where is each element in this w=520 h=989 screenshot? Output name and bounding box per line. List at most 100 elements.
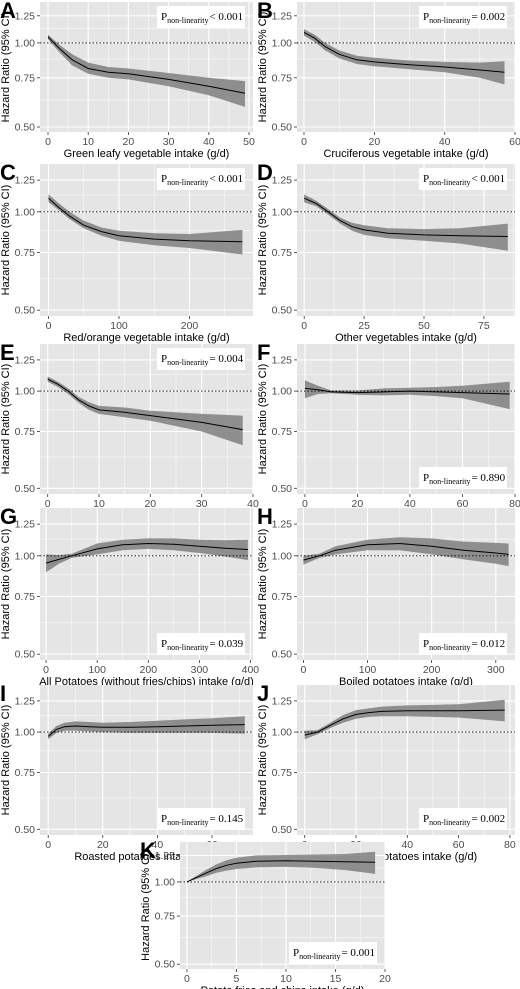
y-axis-title: Hazard Ratio (95% CI) xyxy=(257,529,269,640)
x-tick-label: 0 xyxy=(43,664,49,676)
y-tick-label: 0.75 xyxy=(272,767,293,779)
hazard-ratio-line xyxy=(47,724,245,737)
panel-e: 0.500.751.001.25010203040Legume intake (… xyxy=(0,340,259,522)
confidence-band xyxy=(48,716,245,740)
panel-f: 0.500.751.001.25020406080Allium intakeHa… xyxy=(257,340,520,522)
p-value: < 0.001 xyxy=(471,173,505,185)
p-value: = 0.039 xyxy=(209,638,243,650)
x-tick-label: 0 xyxy=(301,320,307,332)
p-symbol: P xyxy=(423,472,429,484)
x-tick-label: 40 xyxy=(203,136,215,148)
confidence-band xyxy=(304,194,508,251)
confidence-band xyxy=(304,699,505,740)
y-tick-label: 0.50 xyxy=(155,959,176,971)
p-nonlinearity-box: Pnon-linearity< 0.001 xyxy=(157,6,245,28)
p-nonlinearity-box: Pnon-linearity= 0.039 xyxy=(157,633,245,655)
p-nonlinearity-text: Pnon-linearity< 0.001 xyxy=(161,173,243,187)
confidence-band xyxy=(304,29,505,85)
x-tick-label: 20 xyxy=(123,136,135,148)
p-nonlinearity-box: Pnon-linearity= 0.145 xyxy=(157,808,245,830)
y-tick-label: 0.50 xyxy=(272,824,293,836)
p-nonlinearity-text: Pnon-linearity= 0.002 xyxy=(423,11,505,25)
y-tick-label: 1.25 xyxy=(272,695,293,707)
y-tick-label: 1.25 xyxy=(272,175,293,187)
panel-letter: I xyxy=(0,681,6,706)
x-tick-label: 10 xyxy=(93,498,105,510)
x-tick-label: 30 xyxy=(163,136,175,148)
x-tick-label: 25 xyxy=(358,320,370,332)
x-tick-label: 0 xyxy=(45,136,51,148)
p-box-background xyxy=(419,467,507,489)
x-axis-title: Red/orange vegetable intake (g/d) xyxy=(63,332,229,344)
x-tick-label: 20 xyxy=(369,136,381,148)
y-tick-label: 1.00 xyxy=(15,727,36,739)
y-tick-label: 1.25 xyxy=(15,695,36,707)
x-tick-label: 300 xyxy=(191,664,209,676)
x-tick-label: 200 xyxy=(140,664,158,676)
x-tick-label: 60 xyxy=(509,136,520,148)
panel-letter: E xyxy=(0,340,15,365)
panel-letter: K xyxy=(140,838,156,863)
panel-letter: G xyxy=(0,504,17,529)
y-tick-label: 1.00 xyxy=(272,550,293,562)
y-tick-label: 1.00 xyxy=(272,37,293,49)
p-box-background xyxy=(419,633,507,655)
p-nonlinearity-box: Pnon-linearity< 0.001 xyxy=(157,168,245,190)
confidence-band xyxy=(186,851,376,882)
x-tick-label: 15 xyxy=(330,973,342,985)
hazard-ratio-line xyxy=(303,542,509,561)
y-tick-label: 1.00 xyxy=(272,206,293,218)
y-axis-title: Hazard Ratio (95% CI) xyxy=(140,850,152,961)
y-tick-label: 1.00 xyxy=(15,37,36,49)
panel-b: 0.50 0.75 1.00 1.25 0 20 40 60 Cruciferous veget… xyxy=(257,0,520,160)
hazard-ratio-line xyxy=(186,860,376,883)
y-tick-label: 1.00 xyxy=(272,727,293,739)
x-axis-title: Potato fries and chips intake (g/d) xyxy=(201,985,365,989)
p-subscript: non-linearity xyxy=(167,643,208,652)
y-tick-label: 0.75 xyxy=(272,591,293,603)
y-tick-label: 0.75 xyxy=(272,426,293,438)
p-subscript: non-linearity xyxy=(429,818,470,827)
hazard-ratio-line xyxy=(304,709,505,736)
panel-letter: C xyxy=(0,160,16,185)
hazard-ratio-line xyxy=(47,36,246,94)
p-value: = 0.890 xyxy=(471,472,505,484)
p-box-background xyxy=(157,168,245,190)
x-tick-label: 30 xyxy=(196,498,208,510)
p-nonlinearity-box: Pnon-linearity= 0.012 xyxy=(419,633,507,655)
p-nonlinearity-text: Pnon-linearity= 0.039 xyxy=(161,638,244,652)
p-nonlinearity-text: Pnon-linearity= 0.001 xyxy=(293,947,375,961)
p-box-background xyxy=(419,808,507,830)
y-tick-label: 0.75 xyxy=(272,72,293,84)
y-tick-label: 1.00 xyxy=(155,876,176,888)
y-tick-label: 1.00 xyxy=(15,386,36,398)
x-tick-label: 50 xyxy=(418,320,430,332)
x-tick-label: 400 xyxy=(242,664,260,676)
p-nonlinearity-box: Pnon-linearity= 0.002 xyxy=(419,808,507,830)
p-value: < 0.001 xyxy=(209,173,243,185)
y-tick-label: 0.50 xyxy=(15,122,36,134)
p-symbol: P xyxy=(423,638,429,650)
x-tick-label: 40 xyxy=(152,839,164,851)
y-axis-title: Hazard Ratio (95% CI) xyxy=(0,364,12,475)
y-axis-title: Hazard Ratio (95% CI) xyxy=(257,12,269,123)
panel-i: 0.500.751.001.250204060Roasted potatoes … xyxy=(0,681,253,863)
panel-letter: H xyxy=(257,504,273,529)
y-tick-label: 0.50 xyxy=(15,305,36,317)
x-tick-label: 0 xyxy=(300,664,306,676)
x-tick-label: 50 xyxy=(243,136,255,148)
y-tick-label: 1.00 xyxy=(272,386,293,398)
x-tick-label: 20 xyxy=(97,839,109,851)
p-symbol: P xyxy=(423,11,429,23)
x-tick-label: 40 xyxy=(404,498,416,510)
p-box-background xyxy=(289,942,377,964)
x-tick-label: 0 xyxy=(45,498,51,510)
p-nonlinearity-box: Pnon-linearity= 0.001 xyxy=(289,942,377,964)
panel-letter: A xyxy=(0,0,16,23)
y-tick-label: 0.75 xyxy=(15,426,36,438)
x-tick-label: 20 xyxy=(379,973,391,985)
p-value: = 0.004 xyxy=(209,353,243,365)
